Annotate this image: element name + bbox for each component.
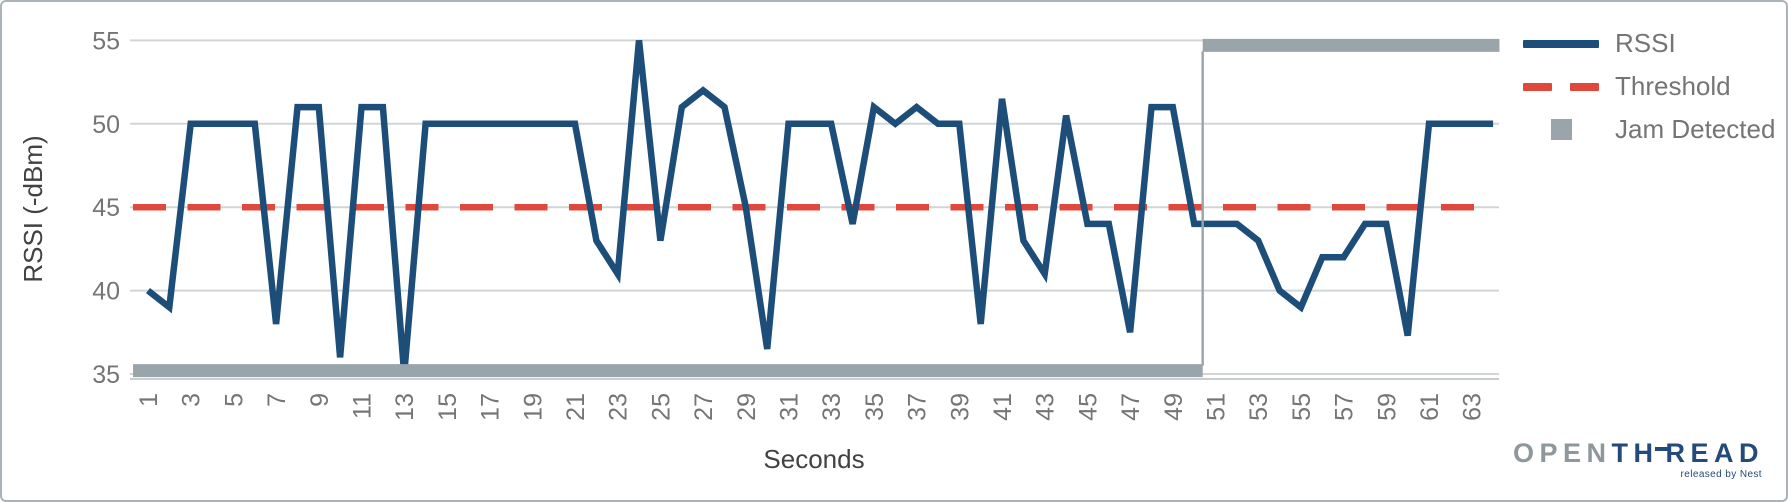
- y-tick-label: 55: [92, 27, 120, 55]
- legend-item-threshold: Threshold: [1523, 65, 1775, 108]
- x-tick-label: 25: [647, 393, 675, 421]
- x-tick-label: 61: [1416, 393, 1444, 421]
- x-axis-title: Seconds: [763, 444, 864, 474]
- jam-detected-indicator: [133, 38, 1500, 378]
- logo-text-open: OPEN: [1512, 438, 1612, 468]
- x-tick-label: 43: [1032, 393, 1060, 421]
- x-tick-label: 37: [904, 393, 932, 421]
- x-tick-label: 27: [690, 393, 718, 421]
- x-tick-label: 55: [1288, 393, 1316, 421]
- x-tick-label: 57: [1331, 393, 1359, 421]
- x-tick-label: 17: [477, 393, 505, 421]
- x-tick-label: 13: [391, 393, 419, 421]
- threshold-dash-swatch: [1523, 82, 1552, 91]
- x-tick-label: 51: [1203, 393, 1231, 421]
- logo-text-read: READ: [1665, 438, 1764, 468]
- legend-label-threshold: Threshold: [1615, 71, 1731, 101]
- y-tick-label: 40: [92, 278, 120, 306]
- x-tick-label: 15: [434, 393, 462, 421]
- x-tick-label: 21: [562, 393, 590, 421]
- x-tick-label: 63: [1459, 393, 1487, 421]
- logo-text-th: TH: [1611, 438, 1659, 468]
- legend-item-rssi: RSSI: [1523, 22, 1775, 65]
- y-tick-label: 45: [92, 194, 120, 222]
- jam-square-swatch: [1550, 119, 1572, 140]
- legend: RSSI Threshold Jam Detected: [1523, 22, 1775, 151]
- x-tick-label: 19: [519, 393, 547, 421]
- rssi-line: [145, 40, 1494, 375]
- x-tick-label: 1: [135, 393, 163, 407]
- legend-item-jam-detected: Jam Detected: [1523, 108, 1775, 151]
- rssi-line-swatch: [1523, 39, 1599, 48]
- x-tick-label: 35: [861, 393, 889, 421]
- legend-label-rssi: RSSI: [1615, 28, 1676, 58]
- x-tick-label: 47: [1117, 393, 1145, 421]
- x-tick-label: 23: [605, 393, 633, 421]
- threshold-dash-swatch: [1570, 82, 1599, 91]
- x-tick-label: 59: [1373, 393, 1401, 421]
- x-tick-label: 9: [306, 393, 334, 407]
- y-tick-label: 50: [92, 111, 120, 139]
- y-tick-labels: 55 50 45 40 35: [92, 27, 120, 389]
- x-tick-labels: 1 3 5 7 9 11 13 15 17 19 21 23 25 27 29 31 33 35 37 39 41 43 4…: [135, 393, 1487, 421]
- x-tick-label: 53: [1245, 393, 1273, 421]
- x-tick-label: 5: [220, 393, 248, 407]
- x-tick-label: 11: [349, 393, 377, 419]
- x-tick-label: 49: [1160, 393, 1188, 421]
- legend-label-jam-detected: Jam Detected: [1615, 114, 1776, 144]
- x-tick-label: 41: [989, 393, 1017, 421]
- logo-tagline: released by Nest: [1680, 469, 1762, 480]
- x-tick-label: 7: [263, 393, 291, 407]
- y-axis-title: RSSI (-dBm): [18, 135, 48, 282]
- x-tick-label: 31: [776, 393, 804, 421]
- x-tick-label: 29: [733, 393, 761, 421]
- y-tick-label: 35: [92, 361, 120, 389]
- x-tick-label: 3: [178, 393, 206, 407]
- x-tick-label: 33: [818, 393, 846, 421]
- x-tick-label: 45: [1074, 393, 1102, 421]
- hr-ligature-dash: [1655, 447, 1669, 451]
- x-tick-label: 39: [946, 393, 974, 421]
- openthread-logo: OPENTH READ released by Nest: [1513, 440, 1764, 480]
